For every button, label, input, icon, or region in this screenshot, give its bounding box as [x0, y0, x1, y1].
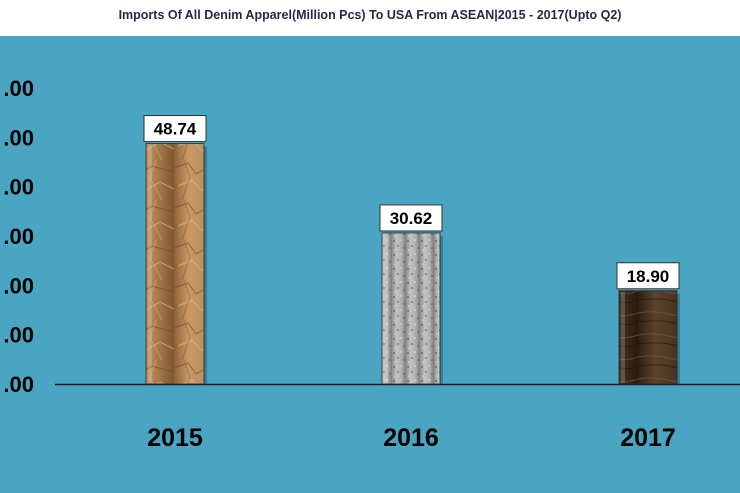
bar-bevel	[621, 291, 625, 383]
data-label-box	[143, 115, 207, 143]
x-tick-label: 2016	[383, 424, 439, 452]
y-tick-label: .00	[3, 175, 34, 200]
y-tick-label: .00	[3, 372, 34, 397]
chart-title: Imports Of All Denim Apparel(Million Pcs…	[118, 8, 622, 22]
y-tick-label: .00	[3, 323, 34, 348]
data-label-box	[379, 204, 443, 232]
y-tick-label: .00	[3, 224, 34, 249]
bar-bevel	[148, 144, 152, 383]
y-tick-label: .00	[3, 125, 34, 150]
data-label-box	[616, 262, 680, 290]
title-strip	[0, 0, 740, 36]
bar-2017	[618, 290, 678, 385]
bar-2015	[145, 143, 205, 385]
data-label: 48.74	[154, 120, 197, 139]
x-tick-label: 2015	[147, 424, 203, 452]
bar-2016	[381, 232, 441, 385]
bar-bevel	[384, 233, 388, 383]
data-label: 30.62	[390, 209, 433, 228]
x-tick-label: 2017	[620, 424, 676, 452]
y-tick-label: .00	[3, 76, 34, 101]
y-tick-label: .00	[3, 273, 34, 298]
data-label: 18.90	[627, 267, 670, 286]
